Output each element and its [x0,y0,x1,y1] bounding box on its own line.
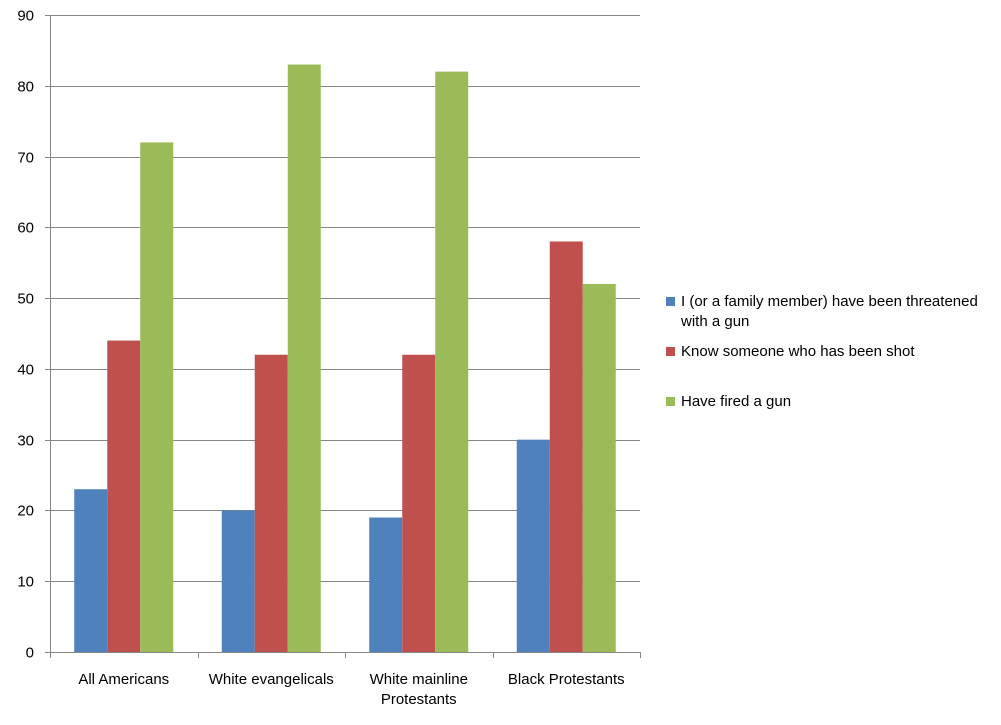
y-tick-label: 30 [17,433,34,450]
bars [74,64,616,653]
bar [435,71,469,653]
y-tick-label: 80 [17,79,34,96]
y-tick-label: 10 [17,574,34,591]
bar [402,354,436,652]
y-tick-label: 0 [26,645,34,662]
x-category-label: All Americans [78,671,169,688]
legend-swatch-threatened [666,297,675,306]
x-category-label: Protestants [381,691,457,708]
x-category-label: White evangelicals [209,671,334,688]
bar [369,517,403,652]
bar [287,64,321,653]
y-tick-labels: 0 10 20 30 40 50 60 70 80 90 [17,8,34,662]
axes [45,15,641,658]
bar [549,241,583,652]
x-category-labels: All Americans White evangelicals White mai… [78,671,624,708]
y-tick-label: 40 [17,362,34,379]
legend-label-know-shot: Know someone who has been shot [681,343,915,360]
legend-swatch-fired-gun [666,397,675,406]
legend-swatch-know-shot [666,347,675,356]
bar [140,142,174,652]
legend: I (or a family member) have been threate… [666,292,996,412]
y-tick-label: 20 [17,503,34,520]
bar [74,489,108,652]
legend-item-threatened: I (or a family member) have been threate… [666,292,996,332]
x-category-label: Black Protestants [508,671,625,688]
legend-label-threatened: I (or a family member) have been threate… [681,293,978,330]
bar [107,340,141,652]
y-tick-label: 90 [17,8,34,25]
y-tick-label: 70 [17,150,34,167]
legend-item-know-shot: Know someone who has been shot [666,342,996,362]
bar [221,510,255,652]
bar [582,283,616,652]
y-tick-label: 50 [17,291,34,308]
legend-item-fired-gun: Have fired a gun [666,392,996,412]
x-category-label: White mainline [370,671,468,688]
legend-label-fired-gun: Have fired a gun [681,393,792,410]
bar [516,439,550,652]
bar [254,354,288,652]
y-tick-label: 60 [17,220,34,237]
